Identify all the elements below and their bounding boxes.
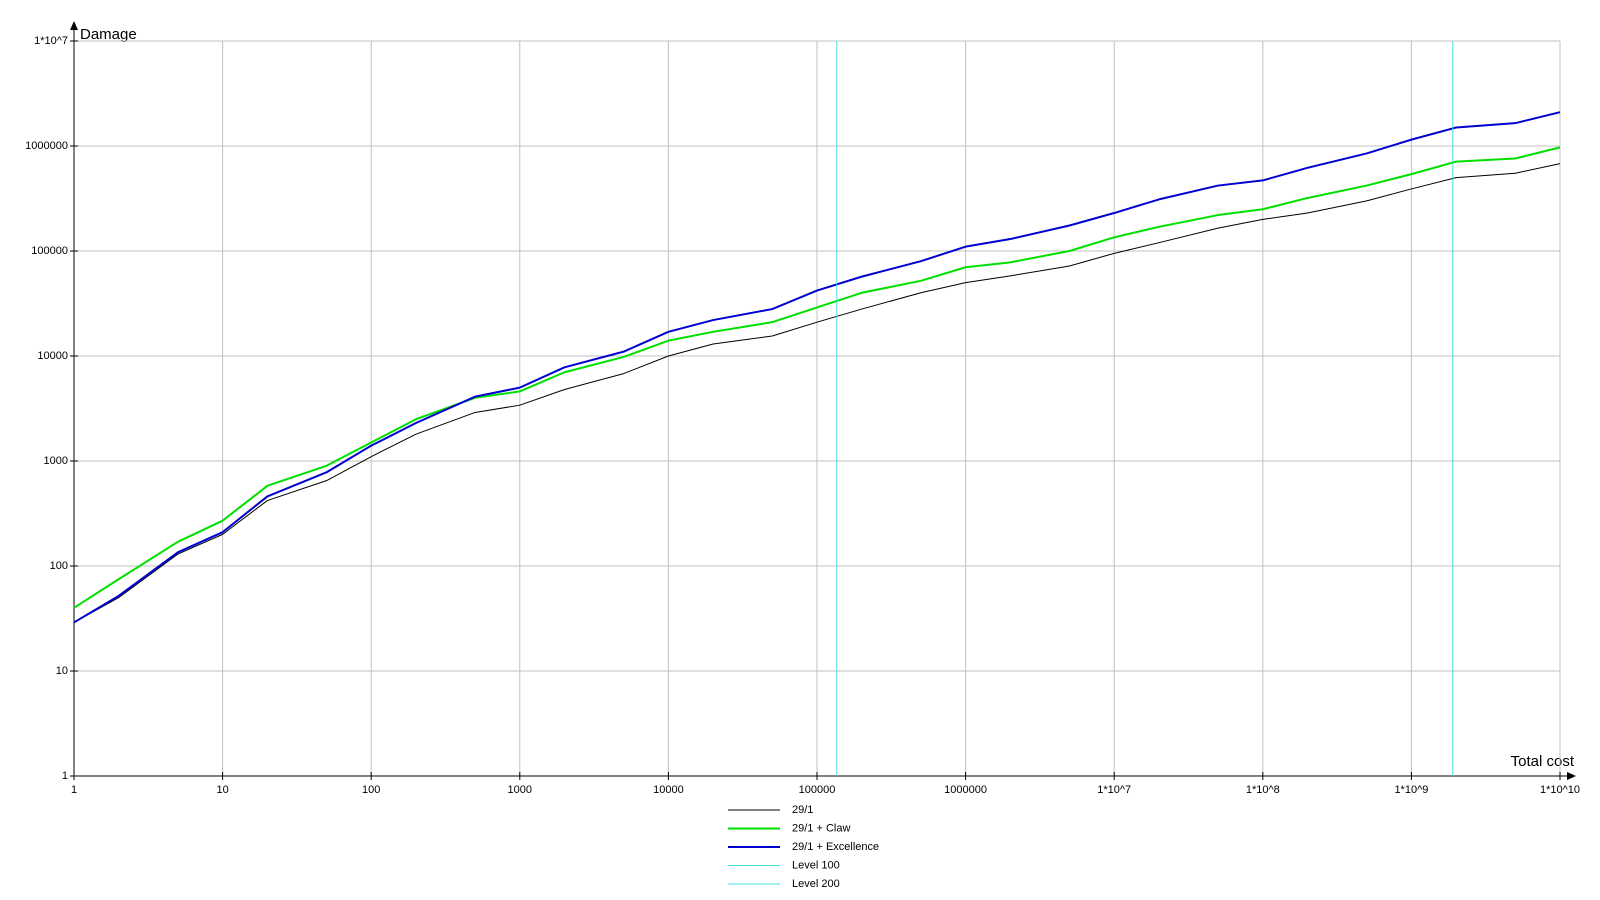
x-tick-label: 1*10^9	[1394, 784, 1428, 796]
legend-label: Level 100	[792, 859, 840, 871]
y-tick-label: 10	[56, 665, 68, 677]
y-tick-label: 10000	[37, 350, 68, 362]
x-tick-label: 100000	[799, 784, 836, 796]
y-tick-label: 1	[62, 770, 68, 782]
x-axis-arrow	[1567, 772, 1576, 780]
legend-label: 29/1	[792, 804, 813, 816]
legend-label: 29/1 + Claw	[792, 822, 850, 834]
y-axis-arrow	[70, 21, 78, 30]
x-tick-label: 10000	[653, 784, 684, 796]
y-tick-label: 1000000	[25, 140, 68, 152]
x-tick-label: 1	[71, 784, 77, 796]
series-line	[73, 163, 1561, 623]
y-axis-label: Damage	[80, 26, 137, 43]
y-tick-label: 1*10^7	[34, 35, 68, 47]
x-tick-label: 10	[216, 784, 228, 796]
series-line	[73, 111, 1561, 624]
legend-label: 29/1 + Excellence	[792, 841, 879, 853]
x-tick-label: 1*10^10	[1540, 784, 1580, 796]
legend-label: Level 200	[792, 878, 840, 890]
x-tick-label: 1*10^7	[1097, 784, 1131, 796]
x-axis-label: Total cost	[1511, 753, 1575, 770]
y-tick-label: 1000	[44, 455, 68, 467]
x-tick-label: 100	[362, 784, 380, 796]
x-tick-label: 1000	[508, 784, 532, 796]
x-tick-label: 1*10^8	[1246, 784, 1280, 796]
x-tick-label: 1000000	[944, 784, 987, 796]
y-tick-label: 100	[50, 560, 68, 572]
series-line	[73, 146, 1561, 609]
y-tick-label: 100000	[31, 245, 68, 257]
